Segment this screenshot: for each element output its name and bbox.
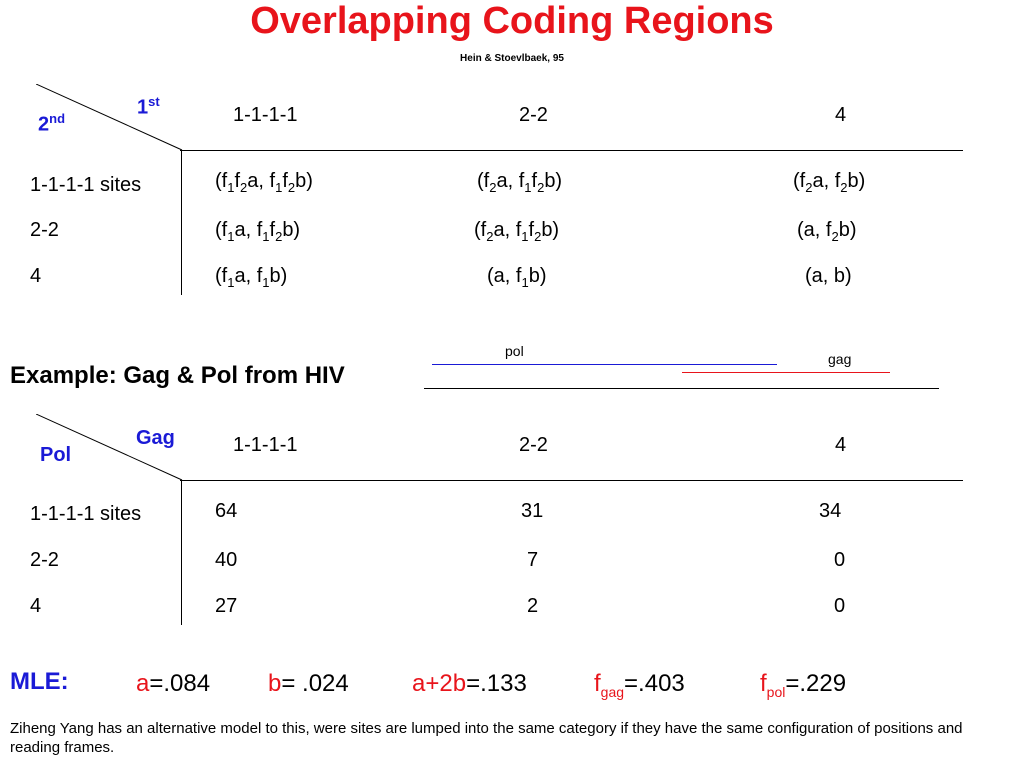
mle-b: b= .024 — [268, 670, 349, 697]
table1-cell: (f2a, f2b) — [793, 170, 866, 195]
table1-cell: (f1f2a, f1f2b) — [215, 170, 313, 195]
table1-row-header: 4 — [30, 265, 42, 287]
table2-cell: 7 — [527, 549, 539, 571]
table1-corner-second: 2nd — [38, 111, 66, 136]
table2-cell: 34 — [819, 500, 842, 522]
table2-cell: 0 — [834, 595, 846, 617]
table2-cell: 0 — [834, 549, 846, 571]
mle-a: a=.084 — [136, 670, 211, 697]
table2-row-header: 4 — [30, 595, 42, 617]
pol-label: pol — [505, 343, 524, 359]
table1-cell: (f1a, f1b) — [215, 265, 288, 290]
table1-header-rule — [180, 150, 963, 151]
table1-row-header: 2-2 — [30, 219, 59, 241]
table1-row-header: 1-1-1-1 sites — [30, 174, 142, 196]
table1-row-rule — [181, 150, 182, 295]
table1-col-header: 4 — [835, 104, 847, 126]
table1-col-header: 2-2 — [519, 104, 548, 126]
table2-cell: 27 — [215, 595, 238, 617]
gag-region-line — [682, 372, 890, 373]
table2-col-header: 2-2 — [519, 434, 548, 456]
mle-label: MLE: — [10, 668, 69, 695]
table2-corner-first: Gag — [136, 427, 175, 449]
table1-col-header: 1-1-1-1 — [233, 104, 298, 126]
table1-cell: (a, f2b) — [797, 219, 857, 244]
table2-col-header: 1-1-1-1 — [233, 434, 298, 456]
table1-corner-first: 1st — [137, 94, 160, 119]
mle-fpol: fpol=.229 — [760, 670, 847, 700]
gag-label: gag — [828, 351, 852, 367]
mle-a2b: a+2b=.133 — [412, 670, 527, 697]
table1-cell: (f1a, f1f2b) — [215, 219, 301, 244]
table2-cell: 40 — [215, 549, 238, 571]
table2-header-rule — [180, 480, 963, 481]
table2-row-header: 2-2 — [30, 549, 59, 571]
table1-cell: (a, f1b) — [487, 265, 547, 290]
table2-cell: 31 — [521, 500, 544, 522]
citation: Hein & Stoevlbaek, 95 — [460, 53, 564, 64]
table2-row-header: 1-1-1-1 sites — [30, 503, 142, 525]
table2-col-header: 4 — [835, 434, 847, 456]
table2-cell: 2 — [527, 595, 539, 617]
genome-baseline — [424, 388, 939, 389]
table2-corner-second: Pol — [40, 444, 72, 466]
table2-row-rule — [181, 480, 182, 625]
table1-cell: (f2a, f1f2b) — [474, 219, 560, 244]
mle-fgag: fgag=.403 — [594, 670, 685, 700]
footnote: Ziheng Yang has an alternative model to … — [10, 720, 963, 756]
pol-region-line — [432, 364, 777, 365]
example-heading: Example: Gag & Pol from HIV — [10, 362, 345, 389]
table1-corner-diagonal — [36, 84, 183, 151]
table1-cell: (a, b) — [805, 265, 852, 287]
table1-cell: (f2a, f1f2b) — [477, 170, 563, 195]
page-title: Overlapping Coding Regions — [250, 0, 774, 42]
table2-corner-diagonal — [36, 414, 183, 481]
table2-cell: 64 — [215, 500, 238, 522]
